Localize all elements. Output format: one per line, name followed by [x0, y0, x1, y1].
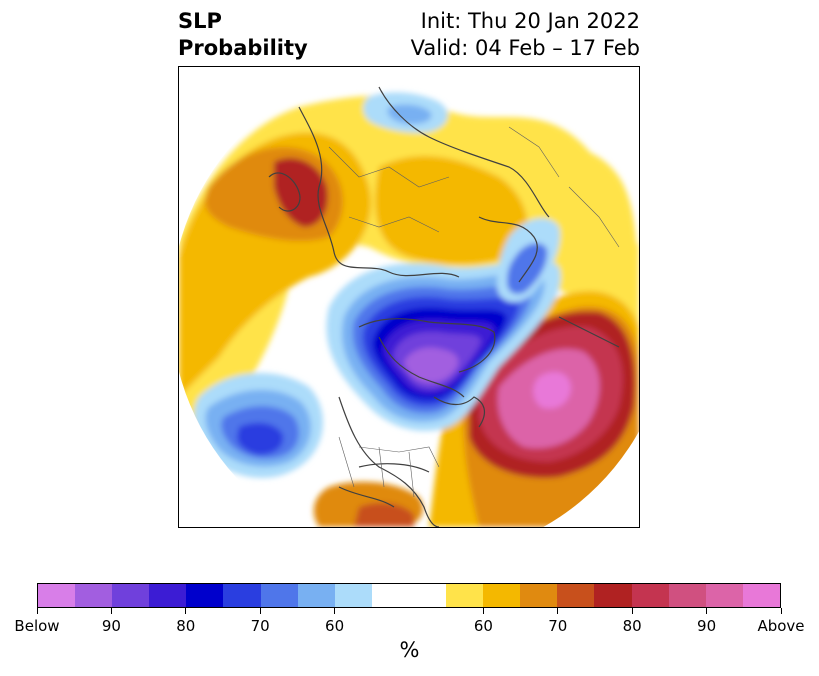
- valid-period: Valid: 04 Feb – 17 Feb: [410, 36, 640, 60]
- colorbar-tick: [706, 608, 708, 614]
- colorbar-segment: [223, 584, 261, 607]
- colorbar-tick-label: 80: [176, 617, 196, 635]
- anomaly-above-70-south: [354, 502, 414, 527]
- map-dates: Init: Thu 20 Jan 2022 Valid: 04 Feb – 17…: [411, 8, 640, 62]
- colorbar-segment: [668, 584, 706, 607]
- colorbar-tick-label: 80: [622, 617, 642, 635]
- colorbar-tick-label: 90: [101, 617, 121, 635]
- colorbar-tick: [36, 608, 38, 614]
- anomaly-below-southwest-80: [237, 422, 284, 455]
- colorbar-segment: [483, 584, 521, 607]
- probability-map: [178, 66, 640, 528]
- colorbar-segment: [112, 584, 150, 607]
- colorbar-segment: [408, 584, 447, 607]
- colorbar-tick: [334, 608, 336, 614]
- colorbar-segment: [594, 584, 632, 607]
- colorbar-tick: [557, 608, 559, 614]
- colorbar-tick-label: Below: [14, 617, 60, 635]
- title-product: Probability: [178, 36, 308, 60]
- title-variable: SLP: [178, 9, 222, 33]
- map-title: SLP Probability: [178, 8, 308, 62]
- colorbar-tick: [185, 608, 187, 614]
- colorbar-tick-label: Above: [757, 617, 805, 635]
- colorbar-tick: [631, 608, 633, 614]
- init-date: Init: Thu 20 Jan 2022: [420, 9, 640, 33]
- anomaly-below-north-core: [387, 104, 432, 125]
- polar-map-svg: [179, 67, 639, 527]
- colorbar-segment: [186, 584, 224, 607]
- anomaly-below-northeast-core: [507, 243, 548, 294]
- colorbar-segment: [75, 584, 113, 607]
- colorbar-segment: [297, 584, 335, 607]
- anomaly-below-95-center: [404, 347, 459, 383]
- colorbar-segment: [705, 584, 743, 607]
- colorbar-tick: [482, 608, 484, 614]
- colorbar-tick-label: 70: [250, 617, 270, 635]
- colorbar-segment: [38, 584, 76, 607]
- colorbar-tick-label: 70: [548, 617, 568, 635]
- colorbar-segment: [334, 584, 372, 607]
- colorbar-tick: [259, 608, 261, 614]
- colorbar-segment: [742, 584, 780, 607]
- colorbar-tick: [780, 608, 782, 614]
- colorbar-ticks: [36, 608, 782, 614]
- coastlines: [268, 86, 620, 527]
- probability-colorbar: [37, 583, 781, 608]
- colorbar-tick-label: 60: [325, 617, 345, 635]
- colorbar-tick: [110, 608, 112, 614]
- colorbar-segment: [557, 584, 595, 607]
- anomaly-above-60-east: [529, 146, 639, 327]
- colorbar-unit-label: %: [399, 638, 420, 662]
- political-borders: [328, 126, 620, 498]
- colorbar-segment: [260, 584, 298, 607]
- colorbar-segment: [371, 584, 409, 607]
- colorbar-tick-label: 90: [697, 617, 717, 635]
- colorbar-segment: [446, 584, 484, 607]
- colorbar-segment: [631, 584, 669, 607]
- colorbar-segment: [520, 584, 558, 607]
- colorbar-segment: [149, 584, 187, 607]
- colorbar-tick-label: 60: [473, 617, 493, 635]
- anomaly-above-95-southeast: [533, 371, 571, 409]
